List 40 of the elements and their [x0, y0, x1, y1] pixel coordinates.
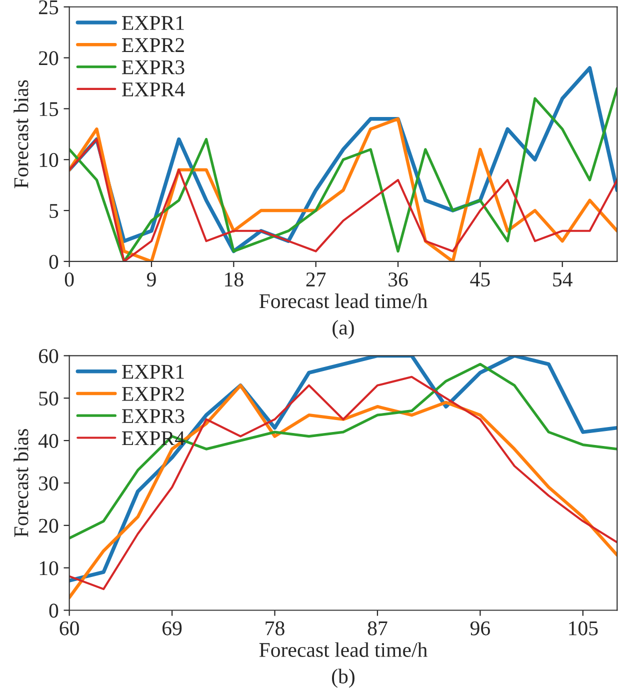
x-tick-label: 78 — [266, 621, 284, 636]
y-tick-label: 5 — [50, 204, 58, 218]
legend-label: EXPR3 — [122, 60, 184, 74]
text: (a) — [332, 320, 354, 339]
legend-label: EXPR2 — [122, 38, 184, 52]
y-tick-label: 10 — [40, 561, 58, 576]
x-tick-label: 87 — [368, 621, 388, 636]
y-tick-label: 60 — [38, 349, 58, 364]
legend-label: EXPR1 — [122, 364, 184, 379]
y-tick-label: 40 — [38, 434, 58, 448]
x-tick-label: 18 — [225, 272, 244, 287]
legend-label: EXPR4 — [122, 82, 185, 96]
legend-label: EXPR1 — [122, 16, 184, 30]
y-tick-label: 50 — [39, 391, 58, 406]
text: (b) — [332, 668, 354, 688]
y-tick-label: 20 — [38, 518, 58, 533]
x-axis-title: Forecast lead time/h — [259, 642, 428, 658]
x-tick-label: 45 — [470, 272, 490, 287]
y-tick-label: 20 — [38, 51, 58, 66]
y-axis-title: Forecast bias — [14, 429, 28, 538]
x-tick-label: 54 — [553, 272, 572, 287]
x-tick-label: 27 — [306, 272, 326, 286]
y-tick-label: 0 — [49, 604, 58, 618]
x-tick-label: 60 — [60, 621, 79, 636]
y-tick-label: 30 — [39, 476, 58, 490]
x-tick-label: 105 — [569, 621, 598, 636]
line-series — [69, 362, 618, 540]
y-tick-label: 10 — [40, 152, 58, 168]
y-tick-label: 0 — [49, 254, 58, 269]
x-axis-title: Forecast lead time/h — [259, 294, 428, 308]
legend-label: EXPR2 — [122, 386, 184, 401]
y-tick-label: 15 — [40, 102, 58, 116]
y-axis-title: Forecast bias — [14, 80, 28, 188]
x-tick-label: 0 — [64, 272, 74, 287]
legend-label: EXPR3 — [122, 409, 184, 424]
x-tick-label: 9 — [146, 272, 156, 287]
x-tick-label: 96 — [470, 621, 490, 636]
x-tick-label: 36 — [388, 272, 408, 287]
y-tick-label: 25 — [38, 0, 58, 14]
x-tick-label: 69 — [162, 621, 182, 636]
